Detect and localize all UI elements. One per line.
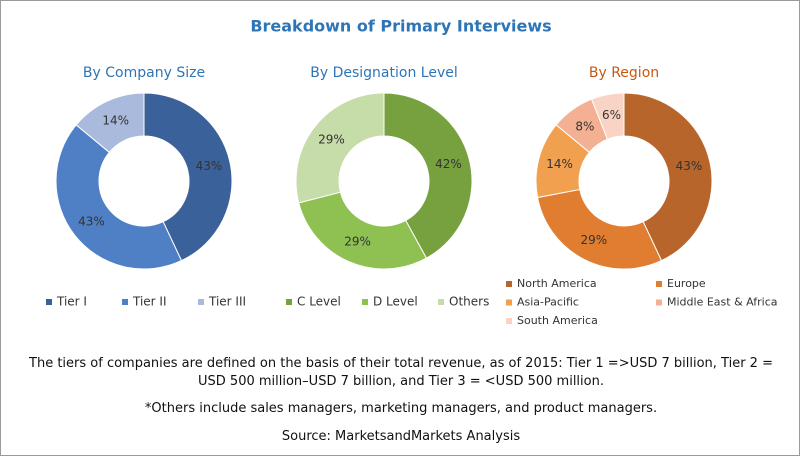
data-label: 14% bbox=[102, 113, 129, 127]
slice bbox=[590, 92, 625, 140]
legend-label: Asia-Pacific bbox=[517, 296, 579, 309]
legend-label: C Level bbox=[297, 295, 341, 309]
note: *Others include sales managers, marketin… bbox=[144, 401, 658, 416]
data-label: 43% bbox=[196, 159, 223, 173]
slice bbox=[295, 92, 385, 204]
legend-swatch bbox=[438, 299, 444, 305]
slice bbox=[536, 188, 663, 270]
slice bbox=[383, 92, 473, 259]
legend-swatch bbox=[122, 299, 128, 305]
legend-swatch bbox=[362, 299, 368, 305]
data-label: 42% bbox=[435, 157, 462, 171]
legend-swatch bbox=[46, 299, 52, 305]
legend-swatch bbox=[198, 299, 204, 305]
main-title: Breakdown of Primary Interviews bbox=[250, 17, 551, 36]
legend-swatch bbox=[506, 299, 512, 306]
slice bbox=[623, 92, 713, 262]
note: The tiers of companies are defined on th… bbox=[29, 356, 773, 389]
slice bbox=[143, 92, 233, 262]
chart-title: By Region bbox=[589, 65, 659, 81]
legend-label: South America bbox=[517, 314, 598, 327]
chart-title: By Company Size bbox=[83, 65, 205, 81]
legend-label: Middle East & Africa bbox=[667, 296, 778, 309]
data-label: 43% bbox=[78, 214, 105, 228]
legend-label: Tier III bbox=[208, 295, 246, 309]
slice bbox=[75, 92, 145, 154]
slice bbox=[55, 124, 183, 270]
legend-swatch bbox=[286, 299, 292, 305]
note: Source: MarketsandMarkets Analysis bbox=[281, 429, 521, 444]
legend-swatch bbox=[656, 281, 662, 287]
legend-swatch bbox=[506, 281, 512, 287]
legend-label: North America bbox=[517, 277, 597, 290]
data-label: 29% bbox=[344, 235, 371, 249]
legend-swatch bbox=[506, 318, 512, 324]
legend-label: Tier II bbox=[132, 295, 167, 309]
slice bbox=[298, 191, 428, 270]
data-label: 29% bbox=[318, 133, 345, 147]
data-label: 6% bbox=[602, 108, 621, 122]
legend-label: D Level bbox=[373, 295, 418, 309]
data-label: 14% bbox=[546, 157, 573, 171]
data-label: 8% bbox=[575, 120, 594, 134]
legend-label: Tier I bbox=[56, 295, 87, 309]
data-label: 43% bbox=[676, 159, 703, 173]
data-label: 29% bbox=[580, 233, 607, 247]
legend-swatch bbox=[656, 299, 662, 306]
chart-title: By Designation Level bbox=[310, 65, 457, 81]
legend-label: Others bbox=[449, 295, 489, 309]
legend-label: Europe bbox=[667, 277, 706, 290]
